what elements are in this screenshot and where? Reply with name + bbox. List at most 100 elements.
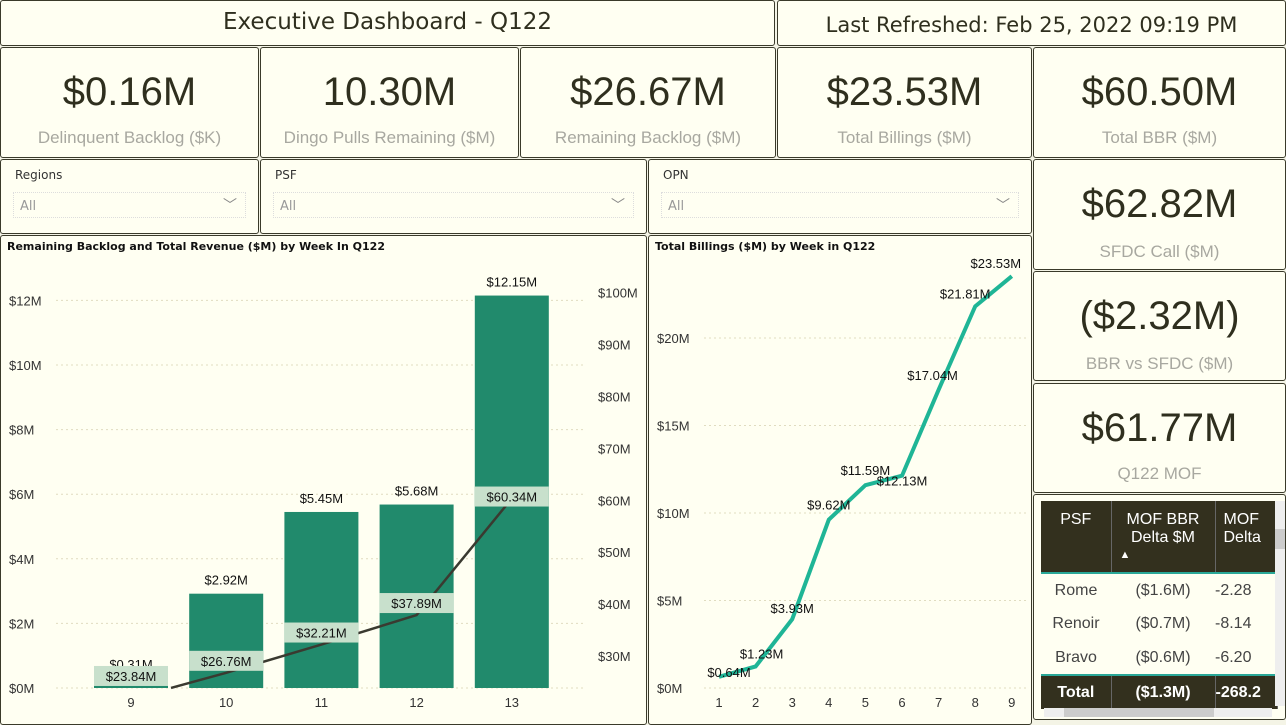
kpi-value: $62.82M: [1081, 182, 1238, 226]
slicer-label: PSF: [275, 168, 297, 182]
vertical-scrollbar[interactable]: [1275, 501, 1285, 706]
data-table: PSF MOF BBR Delta $M ▲ MOF Delta Rome ($1.…: [1041, 501, 1278, 709]
cell: -268.2: [1215, 674, 1278, 709]
y-left-tick-label: $6M: [9, 487, 34, 502]
dropdown-value: All: [20, 199, 37, 214]
y-left-tick-label: $10M: [9, 358, 42, 373]
kpi-label: Remaining Backlog ($M): [554, 128, 742, 147]
kpi-value: ($2.32M): [1079, 294, 1240, 338]
psf-dropdown[interactable]: All ﹀: [273, 192, 634, 218]
bar-data-label: $12.15M: [487, 275, 538, 290]
y-tick-label: $10M: [657, 506, 690, 521]
slicer-opn: OPN All ﹀: [648, 159, 1032, 234]
x-tick-label: 9: [127, 695, 134, 710]
y-tick-label: $15M: [657, 419, 690, 434]
y-right-tick-label: $80M: [598, 390, 631, 405]
x-tick-label: 6: [898, 695, 905, 710]
header-label: MOF BBR Delta $M: [1126, 511, 1200, 546]
kpi-value: $23.53M: [826, 70, 983, 114]
dashboard-title-card: Executive Dashboard - Q122: [0, 0, 775, 46]
y-left-tick-label: $2M: [9, 616, 34, 631]
y-tick-label: $5M: [657, 594, 682, 609]
kpi-value: $26.67M: [570, 70, 726, 114]
refreshed-card: Last Refreshed: Feb 25, 2022 09:19 PM: [777, 0, 1286, 46]
chevron-down-icon: ﹀: [611, 198, 625, 214]
cell: -2.28: [1215, 581, 1252, 599]
x-tick-label: 13: [505, 695, 519, 710]
chevron-down-icon: ﹀: [223, 198, 237, 214]
x-tick-label: 11: [315, 695, 329, 710]
column-header-psf[interactable]: PSF: [1041, 501, 1112, 574]
bar-data-label: $2.92M: [205, 573, 248, 588]
kpi-delinquent-backlog: $0.16M Delinquent Backlog ($K): [0, 47, 259, 158]
y-left-tick-label: $8M: [9, 423, 34, 438]
column-header-mof-bbr-delta[interactable]: MOF BBR Delta $M ▲: [1111, 501, 1216, 574]
x-tick-label: 4: [825, 695, 832, 710]
kpi-value: $61.77M: [1081, 406, 1238, 450]
table-row: Rome ($1.6M) -2.28: [1041, 573, 1277, 607]
page-title: Executive Dashboard - Q122: [223, 9, 552, 35]
kpi-total-bbr: $60.50M Total BBR ($M): [1033, 47, 1286, 158]
kpi-total-billings: $23.53M Total Billings ($M): [777, 47, 1032, 158]
kpi-value: 10.30M: [322, 70, 457, 114]
table-row: Renoir ($0.7M) -8.14: [1041, 607, 1277, 641]
data-label: $9.62M: [807, 498, 850, 513]
kpi-sfdc-call: $62.82M SFDC Call ($M): [1033, 159, 1286, 270]
chevron-down-icon: ﹀: [996, 198, 1010, 214]
dropdown-value: All: [280, 199, 297, 214]
kpi-value: $60.50M: [1081, 70, 1238, 114]
horizontal-scrollbar[interactable]: [1044, 708, 1272, 717]
data-label: $11.59M: [841, 463, 891, 478]
psf-delta-table: PSF MOF BBR Delta $M ▲ MOF Delta Rome ($1.…: [1033, 494, 1286, 720]
data-label: $3.93M: [771, 601, 814, 616]
opn-dropdown[interactable]: All ﹀: [661, 192, 1019, 218]
kpi-label: Dingo Pulls Remaining ($M): [283, 128, 496, 147]
y-right-tick-label: $70M: [598, 441, 631, 456]
kpi-dingo-pulls: 10.30M Dingo Pulls Remaining ($M): [260, 47, 519, 158]
kpi-label: Total BBR ($M): [1101, 128, 1218, 147]
x-tick-label: 1: [715, 695, 722, 710]
revenue-line: [170, 497, 513, 690]
last-refreshed: Last Refreshed: Feb 25, 2022 09:19 PM: [825, 13, 1238, 37]
billings-line: [718, 274, 1014, 679]
line-label-bg: [94, 665, 168, 686]
line-label-bg: [284, 622, 359, 643]
cell: -8.14: [1215, 615, 1252, 632]
dropdown-value: All: [668, 199, 685, 214]
x-tick-label: 9: [1008, 695, 1015, 710]
y-right-tick-label: $100M: [598, 286, 638, 301]
column-header-mof-delta[interactable]: MOF Delta: [1215, 501, 1278, 574]
y-right-tick-label: $30M: [598, 649, 631, 664]
billings-chart: Total Billings ($M) by Week in Q122 $0M $…: [648, 235, 1032, 725]
kpi-label: Delinquent Backlog ($K): [37, 128, 222, 147]
line-data-label: $37.89M: [391, 596, 442, 611]
bar: [284, 511, 359, 688]
regions-dropdown[interactable]: All ﹀: [13, 192, 246, 218]
kpi-label: SFDC Call ($M): [1099, 242, 1220, 261]
line-data-label: $23.84M: [106, 669, 157, 684]
line-label-bg: [189, 650, 264, 671]
kpi-label: Total Billings ($M): [837, 128, 972, 147]
y-tick-label: $0M: [657, 681, 682, 696]
data-label: $17.04M: [907, 368, 958, 383]
cell: ($1.3M): [1111, 674, 1216, 709]
y-left-tick-label: $12M: [9, 293, 42, 308]
y-right-tick-label: $50M: [598, 545, 631, 560]
kpi-label: BBR vs SFDC ($M): [1085, 354, 1234, 373]
cell: -6.20: [1215, 648, 1252, 666]
y-left-tick-label: $0M: [9, 681, 34, 696]
data-label: $21.81M: [940, 286, 991, 301]
x-tick-label: 3: [789, 695, 796, 710]
x-tick-label: 2: [752, 695, 759, 710]
cell: Bravo: [1055, 648, 1097, 666]
kpi-bbr-vs-sfdc: ($2.32M) BBR vs SFDC ($M): [1033, 271, 1286, 381]
x-tick-label: 7: [935, 695, 942, 710]
slicer-regions: Regions All ﹀: [0, 159, 259, 234]
slicer-psf: PSF All ﹀: [260, 159, 647, 234]
y-right-tick-label: $40M: [598, 597, 631, 612]
total-row: Total ($1.3M) -268.2: [1041, 674, 1278, 709]
x-tick-label: 8: [972, 695, 979, 710]
backlog-revenue-svg: $0M $2M $4M $6M $8M $10M $12M $30M $40M $50M $60M $…: [9, 275, 638, 710]
bar-data-label: $5.68M: [395, 484, 438, 499]
y-tick-label: $20M: [657, 331, 690, 346]
